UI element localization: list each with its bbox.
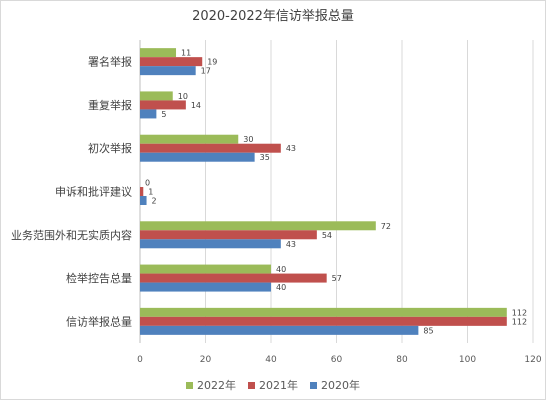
- bar-2020年: [140, 196, 147, 205]
- data-label: 19: [207, 58, 217, 67]
- data-label: 5: [161, 110, 166, 119]
- legend-label: 2021年: [259, 379, 298, 392]
- data-label: 85: [423, 326, 433, 335]
- bar-2020年: [140, 66, 196, 76]
- data-label: 43: [286, 144, 296, 153]
- data-label: 112: [512, 308, 527, 317]
- legend-item: 2022年: [186, 377, 236, 393]
- bar-2022年: [140, 264, 271, 274]
- data-label: 2: [152, 197, 157, 206]
- bar-2021年: [140, 100, 186, 110]
- x-tick-label: 120: [524, 355, 541, 365]
- data-label: 112: [512, 317, 527, 326]
- data-label: 72: [381, 222, 391, 231]
- data-label: 30: [243, 135, 253, 144]
- bar-2021年: [140, 187, 144, 196]
- x-tick-label: 60: [331, 355, 343, 365]
- category-label: 业务范围外和无实质内容: [11, 228, 132, 242]
- data-label: 14: [191, 101, 201, 110]
- bar-2020年: [140, 239, 281, 249]
- bar-2022年: [140, 91, 173, 101]
- legend-item: 2020年: [310, 377, 360, 393]
- data-label: 54: [322, 231, 332, 240]
- bar-2022年: [140, 134, 239, 144]
- data-label: 0: [145, 179, 150, 188]
- bar-2020年: [140, 325, 419, 335]
- x-tick-label: 80: [396, 355, 408, 365]
- data-label: 1: [148, 188, 153, 197]
- bar-2021年: [140, 143, 281, 153]
- chart-title: 2020-2022年信访举报总量: [192, 9, 354, 24]
- data-label: 17: [201, 67, 211, 76]
- bar-2021年: [140, 273, 327, 283]
- data-label: 11: [181, 49, 191, 58]
- bar-2020年: [140, 282, 271, 292]
- category-label: 署名举报: [88, 55, 132, 69]
- data-label: 35: [260, 153, 270, 162]
- legend-item: 2021年: [248, 377, 298, 393]
- data-label: 57: [332, 274, 342, 283]
- data-label: 10: [178, 92, 188, 101]
- chart-legend: 2022年 2021年 2020年: [0, 377, 546, 393]
- x-tick-label: 40: [265, 355, 277, 365]
- legend-swatch: [310, 381, 317, 389]
- category-label: 初次举报: [88, 141, 132, 155]
- x-tick-label: 0: [137, 355, 143, 365]
- x-tick-label: 20: [200, 355, 212, 365]
- legend-label: 2020年: [321, 379, 360, 392]
- category-label: 信访举报总量: [66, 314, 132, 328]
- bar-2020年: [140, 109, 157, 119]
- bar-2022年: [140, 307, 507, 317]
- category-label: 申诉和批评建议: [55, 185, 132, 199]
- bar-2021年: [140, 230, 317, 240]
- bar-2021年: [140, 57, 203, 67]
- data-label: 40: [276, 265, 286, 274]
- x-tick-label: 100: [459, 355, 476, 365]
- legend-swatch: [248, 381, 255, 389]
- bar-2020年: [140, 152, 255, 162]
- data-label: 40: [276, 283, 286, 292]
- bar-2021年: [140, 316, 507, 326]
- data-label: 43: [286, 240, 296, 249]
- legend-swatch: [186, 381, 193, 389]
- bar-2022年: [140, 221, 376, 231]
- legend-label: 2022年: [197, 379, 236, 392]
- category-label: 重复举报: [88, 98, 132, 112]
- bar-2022年: [140, 48, 177, 58]
- category-label: 检举控告总量: [66, 271, 132, 285]
